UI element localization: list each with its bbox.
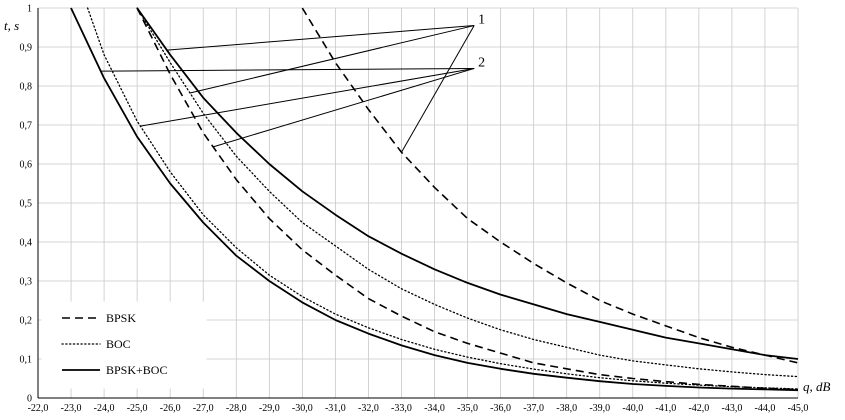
y-tick-label: 0,3 — [20, 277, 33, 288]
x-tick-label: -29,0 — [259, 403, 280, 414]
x-tick-label: -37,0 — [523, 403, 544, 414]
x-tick-label: -40,0 — [622, 403, 643, 414]
callout-leader-2 — [140, 67, 475, 127]
x-tick-label: -33,0 — [391, 403, 412, 414]
x-tick-label: -45,0 — [788, 403, 809, 414]
series-line-2-dashed — [136, 7, 799, 391]
y-tick-label: 0,5 — [20, 199, 33, 210]
y-tick-label: 0 — [27, 394, 32, 405]
x-tick-label: -27,0 — [193, 403, 214, 414]
callout-leader-2 — [212, 67, 475, 148]
series-line-1-dotted — [136, 7, 799, 378]
x-tick-label: -39,0 — [589, 403, 610, 414]
x-tick-label: -30,0 — [292, 403, 313, 414]
y-tick-label: 1 — [27, 4, 32, 15]
callout-leader-1 — [166, 25, 475, 51]
y-tick-label: 0,9 — [20, 43, 33, 54]
legend-label: BPSK — [106, 311, 136, 325]
x-tick-label: -25,0 — [127, 403, 148, 414]
x-tick-label: -42,0 — [688, 403, 709, 414]
x-tick-label: -34,0 — [424, 403, 445, 414]
x-tick-label: -35,0 — [457, 403, 478, 414]
x-tick-label: -26,0 — [160, 403, 181, 414]
y-tick-label: 0,8 — [20, 82, 33, 93]
callout-leader-1 — [401, 25, 475, 153]
x-tick-label: -22,0 — [28, 403, 49, 414]
y-tick-label: 0,6 — [20, 160, 33, 171]
series-line-1-dashed — [301, 7, 799, 364]
series-line-2-dotted — [86, 7, 799, 390]
y-tick-label: 0,1 — [20, 355, 33, 366]
y-tick-label: 0,7 — [20, 121, 33, 132]
x-tick-label: -32,0 — [358, 403, 379, 414]
x-tick-label: -36,0 — [490, 403, 511, 414]
callout-leader-2 — [100, 67, 475, 72]
callout-label-2: 2 — [478, 55, 485, 70]
y-tick-label: 0,2 — [20, 316, 33, 327]
legend-label: BPSK+BOC — [106, 363, 167, 377]
axes — [37, 8, 798, 399]
legend-label: BOC — [106, 337, 131, 351]
x-tick-label: -43,0 — [721, 403, 742, 414]
legend-background — [41, 301, 207, 389]
callout-label-1: 1 — [478, 13, 485, 28]
y-axis-title: t, s — [4, 18, 19, 33]
series-group — [70, 7, 799, 392]
callouts: 12 — [100, 13, 485, 153]
x-tick-label: -44,0 — [755, 403, 776, 414]
x-tick-label: -41,0 — [655, 403, 676, 414]
x-tick-label: -24,0 — [94, 403, 115, 414]
y-tick-label: 0,4 — [20, 238, 33, 249]
tick-labels: -22,0 -23,0 -24,0 -25,0 -26,0 -27,0 -28,0 -29,0… — [20, 4, 809, 415]
x-tick-label: -28,0 — [226, 403, 247, 414]
callout-leader-1 — [189, 25, 475, 94]
x-tick-label: -23,0 — [61, 403, 82, 414]
x-tick-label: -31,0 — [325, 403, 346, 414]
series-line-1-solid — [136, 7, 799, 360]
x-tick-label: -38,0 — [556, 403, 577, 414]
series-line-2-solid — [70, 7, 799, 392]
x-axis-title: q, dB — [803, 379, 831, 394]
legend: BPSK BOC BPSK+BOC — [41, 301, 207, 389]
